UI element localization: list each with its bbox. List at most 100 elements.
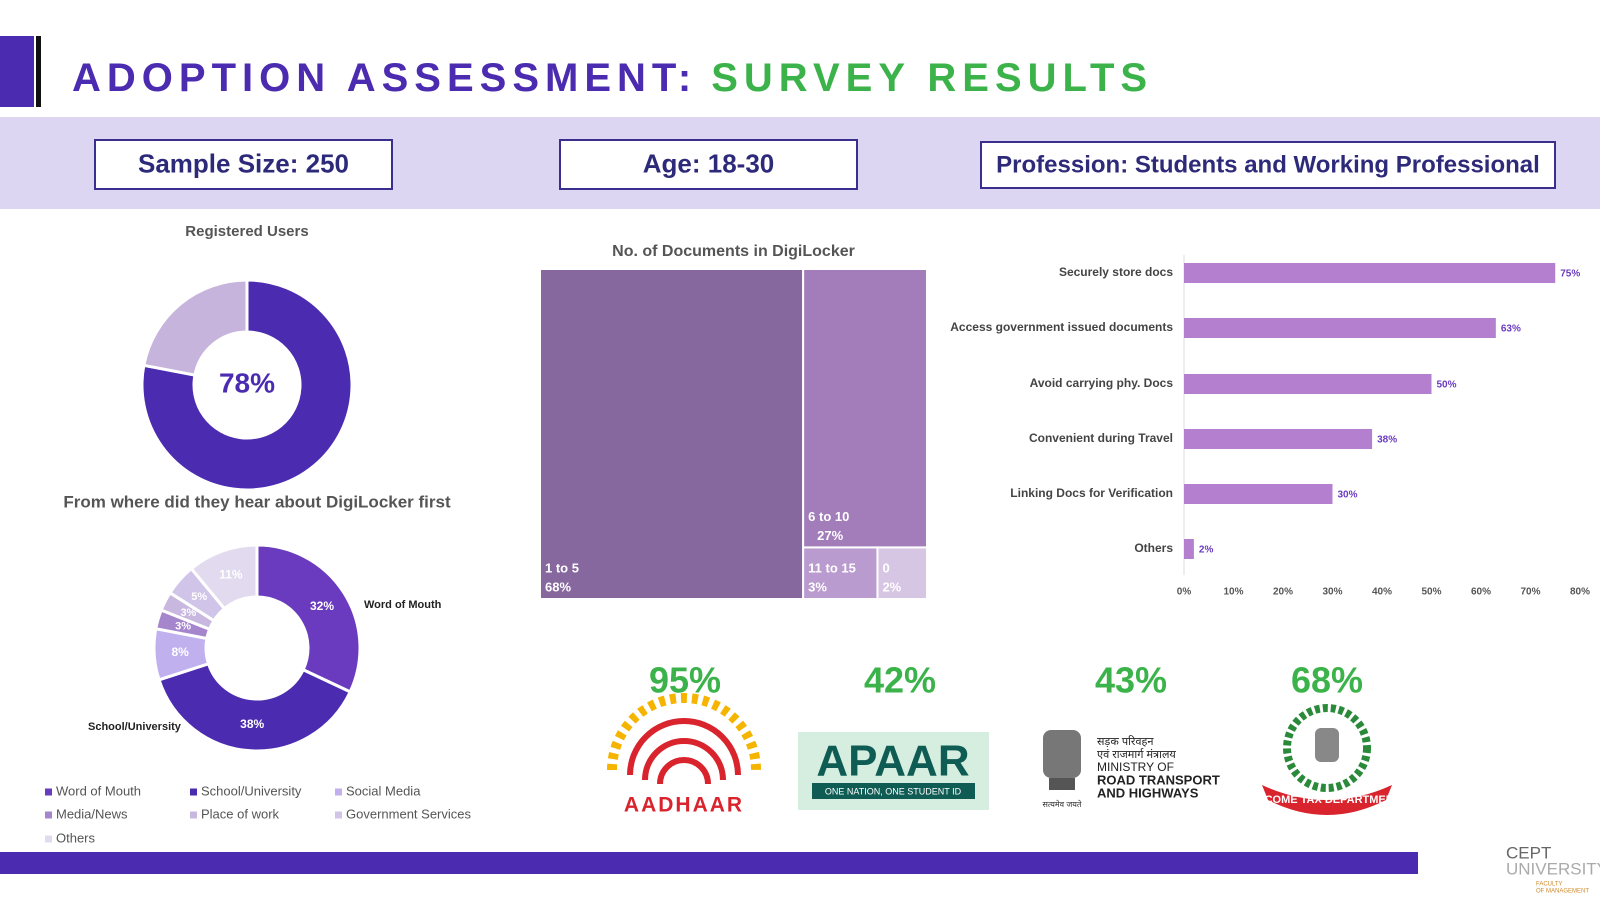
info-boxes: Sample Size: 250 Age: 18-30 Profession: St…: [94, 139, 1556, 190]
legend-label: Place of work: [201, 806, 280, 821]
logo-text: APAAR: [816, 737, 969, 786]
footer-brand: UNIVERSITY: [1506, 859, 1600, 878]
treemap-cell: [539, 268, 805, 600]
legend-label: Government Services: [346, 806, 471, 821]
donut-segment: [142, 278, 249, 377]
category-label: Others: [1134, 541, 1173, 555]
logo-text: एवं राजमार्ग मंत्रालय: [1097, 748, 1176, 761]
treemap-cell: [802, 546, 879, 600]
x-tick-label: 50%: [1421, 587, 1441, 598]
logo-text: AND HIGHWAYS: [1097, 785, 1199, 800]
footer-faculty: FACULTY: [1536, 882, 1563, 888]
stat-value: 68%: [1291, 660, 1363, 701]
logos: AADHAAR APAAR ONE NATION, ONE STUDENT ID…: [607, 693, 1401, 817]
treemap-cell: [876, 546, 928, 600]
category-label: Convenient during Travel: [1029, 431, 1173, 445]
footer-brand: CEPT: [1506, 843, 1551, 862]
donut-segment: [189, 543, 259, 611]
bar: [1184, 263, 1556, 283]
x-tick-label: 0%: [1177, 587, 1192, 598]
data-label: 38%: [240, 717, 264, 731]
legend-label: School/University: [201, 783, 302, 798]
stat-value: 43%: [1095, 660, 1167, 701]
segment-category: School/University: [88, 721, 182, 733]
legend-label: Others: [56, 830, 96, 845]
title-part: SURVEY RESULTS: [711, 56, 1153, 100]
category-label: Securely store docs: [1059, 265, 1173, 279]
header-bar: [36, 36, 41, 107]
data-label: 75%: [1560, 269, 1580, 280]
footer-faculty: OF MANAGEMENT: [1536, 889, 1589, 895]
info-text: Age: 18-30: [643, 148, 775, 178]
logo-text: MINISTRY OF: [1097, 760, 1174, 774]
x-tick-label: 60%: [1471, 587, 1491, 598]
chart-title: Registered Users: [185, 223, 308, 240]
bar: [1184, 429, 1373, 449]
stat-value: 95%: [649, 660, 721, 701]
legend-swatch: [45, 811, 52, 819]
legend-label: Social Media: [346, 783, 421, 798]
aadhaar-logo: AADHAAR: [607, 693, 761, 817]
info-box: [94, 139, 393, 190]
data-label: 38%: [1377, 435, 1397, 446]
x-tick-label: 70%: [1520, 587, 1540, 598]
data-label: 11%: [219, 568, 243, 582]
cell-value: 2%: [882, 579, 901, 594]
category-label: Access government issued documents: [950, 320, 1173, 334]
x-tick-label: 40%: [1372, 587, 1392, 598]
chart-title: No. of Documents in DigiLocker: [612, 243, 855, 260]
legend-swatch: [45, 788, 52, 796]
data-label: 63%: [1501, 324, 1521, 335]
legend-swatch: [335, 811, 342, 819]
footer-bar: [0, 852, 1418, 874]
info-text: Profession: Students and Working Profess…: [996, 151, 1540, 178]
title: ADOPTION ASSESSMENT: SURVEY RESULTS: [72, 56, 1153, 100]
x-tick-label: 20%: [1273, 587, 1293, 598]
legend-swatch: [45, 835, 52, 843]
data-label: 3%: [175, 620, 191, 632]
logo-text: ROAD TRANSPORT: [1097, 772, 1220, 787]
logo-text: AADHAAR: [624, 794, 744, 817]
cell-value: 3%: [808, 579, 827, 594]
cell-category: 6 to 10: [808, 509, 849, 524]
donut-segment: [255, 543, 362, 694]
data-label: 30%: [1338, 490, 1358, 501]
x-tick-label: 80%: [1570, 587, 1590, 598]
info-text: Sample Size: 250: [138, 148, 349, 178]
cell-category: 0: [882, 560, 889, 575]
x-tick-label: 30%: [1322, 587, 1342, 598]
treemap-cell: [802, 268, 928, 549]
cell-value: 27%: [817, 528, 843, 543]
data-label: 8%: [171, 645, 189, 659]
title-part: ADOPTION ASSESSMENT:: [72, 56, 697, 100]
bar: [1184, 374, 1432, 394]
legend-swatch: [335, 788, 342, 796]
x-tick-label: 10%: [1223, 587, 1243, 598]
logo-text: सड़क परिवहन: [1097, 735, 1154, 748]
data-label: 2%: [1199, 545, 1214, 556]
bar: [1184, 539, 1194, 559]
category-label: Linking Docs for Verification: [1010, 486, 1173, 500]
chart-title: From where did they hear about DigiLocke…: [63, 492, 451, 511]
cell-category: 1 to 5: [545, 560, 579, 575]
stat-value: 42%: [864, 660, 936, 701]
legend-swatch: [190, 788, 197, 796]
legend-label: Word of Mouth: [56, 783, 141, 798]
logo-text: INCOME TAX DEPARTMENT: [1254, 794, 1401, 806]
donut-segment: [140, 278, 354, 492]
apaar-logo: APAAR ONE NATION, ONE STUDENT ID: [798, 732, 989, 810]
legend-swatch: [190, 811, 197, 819]
bar: [1184, 318, 1496, 338]
cell-value: 68%: [545, 579, 571, 594]
header-block: [0, 36, 34, 107]
data-label: 32%: [310, 599, 334, 613]
segment-category: Word of Mouth: [364, 599, 442, 611]
center-label: 78%: [219, 367, 275, 398]
info-box: [980, 141, 1556, 189]
info-box: [559, 139, 858, 190]
category-label: Avoid carrying phy. Docs: [1030, 376, 1174, 390]
bar: [1184, 484, 1333, 504]
donut-segment: [157, 661, 353, 753]
data-label: 50%: [1437, 380, 1457, 391]
logo-text: सत्यमेव जयते: [1043, 799, 1082, 809]
